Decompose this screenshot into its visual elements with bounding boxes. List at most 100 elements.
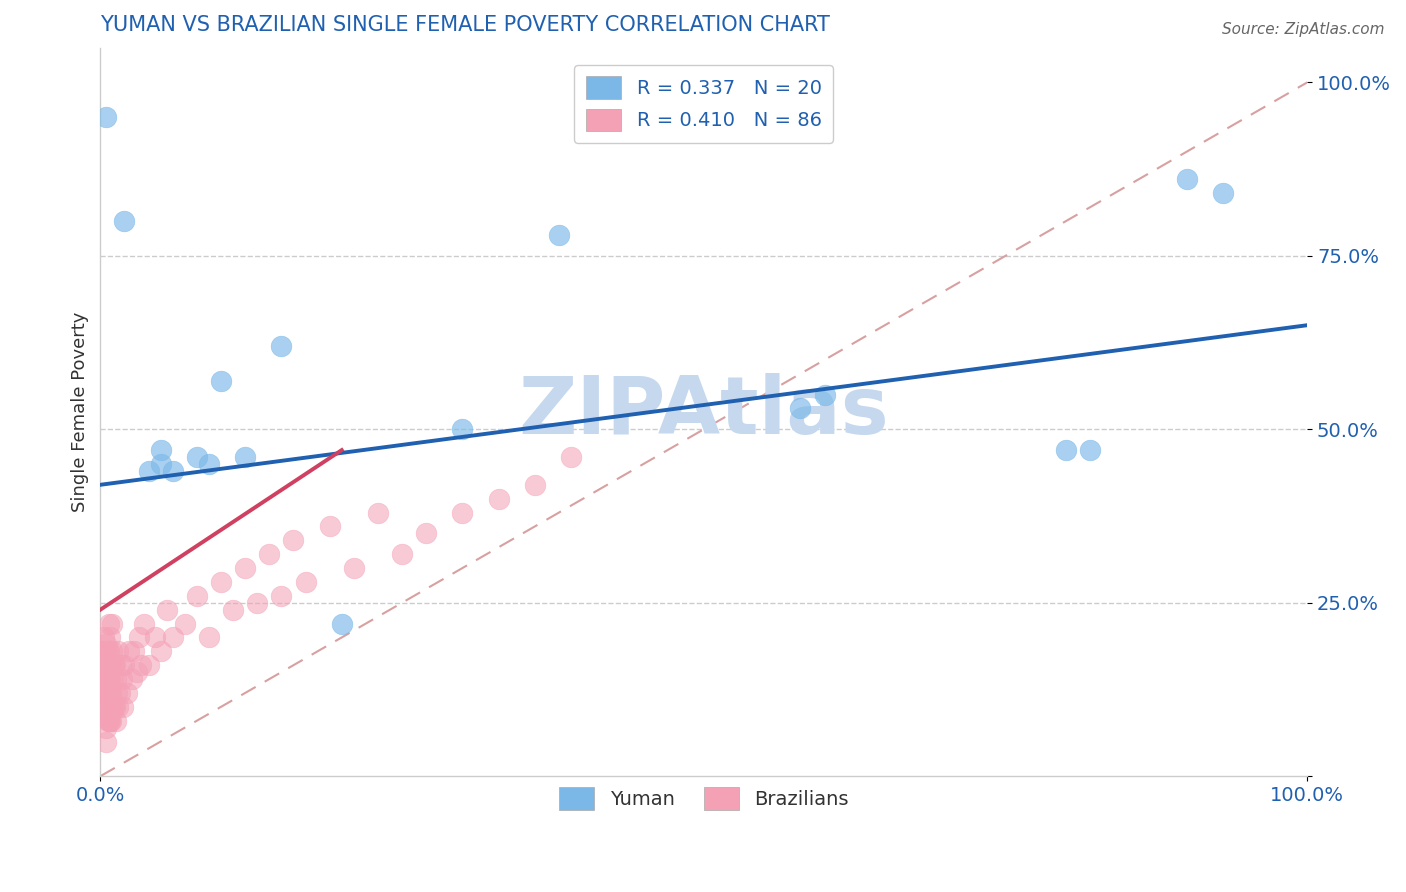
Point: [107, 699, 129, 714]
Point: [110, 658, 132, 673]
Point: [96, 110, 118, 124]
Legend: Yuman, Brazilians: Yuman, Brazilians: [551, 780, 856, 817]
Point: [270, 589, 292, 603]
Point: [94, 658, 117, 673]
Point: [789, 401, 811, 416]
Point: [222, 602, 245, 616]
Point: [149, 457, 172, 471]
Point: [105, 672, 128, 686]
Point: [283, 533, 305, 548]
Point: [94, 699, 117, 714]
Point: [107, 644, 129, 658]
Point: [93, 658, 115, 673]
Point: [162, 464, 184, 478]
Point: [294, 574, 316, 589]
Point: [105, 686, 128, 700]
Point: [114, 214, 136, 228]
Point: [198, 631, 221, 645]
Point: [173, 616, 195, 631]
Point: [548, 227, 571, 242]
Text: YUMAN VS BRAZILIAN SINGLE FEMALE POVERTY CORRELATION CHART: YUMAN VS BRAZILIAN SINGLE FEMALE POVERTY…: [100, 15, 830, 35]
Point: [96, 721, 118, 735]
Point: [156, 602, 179, 616]
Point: [101, 616, 124, 631]
Point: [523, 477, 546, 491]
Y-axis label: Single Female Poverty: Single Female Poverty: [72, 311, 89, 512]
Point: [209, 574, 232, 589]
Point: [1078, 443, 1101, 458]
Point: [149, 443, 172, 458]
Point: [96, 693, 118, 707]
Point: [93, 672, 115, 686]
Point: [149, 644, 172, 658]
Point: [233, 450, 256, 464]
Point: [186, 589, 208, 603]
Text: ZIPAtlas: ZIPAtlas: [519, 373, 889, 451]
Point: [318, 519, 340, 533]
Point: [198, 457, 221, 471]
Point: [138, 658, 160, 673]
Point: [98, 699, 121, 714]
Point: [101, 672, 124, 686]
Point: [97, 686, 120, 700]
Point: [94, 672, 117, 686]
Point: [1212, 186, 1234, 201]
Point: [451, 422, 474, 436]
Point: [122, 644, 145, 658]
Point: [104, 699, 127, 714]
Point: [131, 658, 153, 673]
Point: [93, 686, 115, 700]
Point: [104, 658, 127, 673]
Point: [108, 686, 131, 700]
Point: [97, 686, 120, 700]
Point: [132, 616, 155, 631]
Point: [270, 339, 292, 353]
Point: [93, 631, 115, 645]
Point: [100, 686, 122, 700]
Point: [488, 491, 510, 506]
Point: [415, 526, 437, 541]
Point: [451, 506, 474, 520]
Point: [101, 699, 124, 714]
Point: [162, 631, 184, 645]
Point: [128, 631, 150, 645]
Point: [97, 699, 120, 714]
Point: [96, 637, 118, 651]
Point: [96, 679, 118, 693]
Point: [96, 706, 118, 721]
Point: [143, 631, 166, 645]
Point: [103, 699, 125, 714]
Point: [93, 644, 115, 658]
Point: [118, 644, 141, 658]
Point: [367, 506, 389, 520]
Point: [138, 464, 160, 478]
Point: [100, 658, 122, 673]
Point: [111, 672, 134, 686]
Point: [97, 714, 120, 728]
Point: [560, 450, 582, 464]
Point: [125, 665, 148, 680]
Point: [100, 714, 122, 728]
Point: [98, 672, 121, 686]
Point: [97, 616, 120, 631]
Point: [813, 387, 835, 401]
Point: [96, 651, 118, 665]
Point: [259, 547, 281, 561]
Point: [98, 631, 121, 645]
Point: [246, 596, 269, 610]
Point: [105, 714, 128, 728]
Point: [97, 672, 120, 686]
Point: [101, 644, 124, 658]
Point: [97, 672, 120, 686]
Point: [94, 644, 117, 658]
Point: [94, 686, 117, 700]
Point: [96, 734, 118, 748]
Point: [98, 714, 121, 728]
Point: [343, 561, 366, 575]
Point: [1054, 443, 1077, 458]
Point: [103, 658, 125, 673]
Text: Source: ZipAtlas.com: Source: ZipAtlas.com: [1222, 22, 1385, 37]
Point: [233, 561, 256, 575]
Point: [186, 450, 208, 464]
Point: [97, 714, 120, 728]
